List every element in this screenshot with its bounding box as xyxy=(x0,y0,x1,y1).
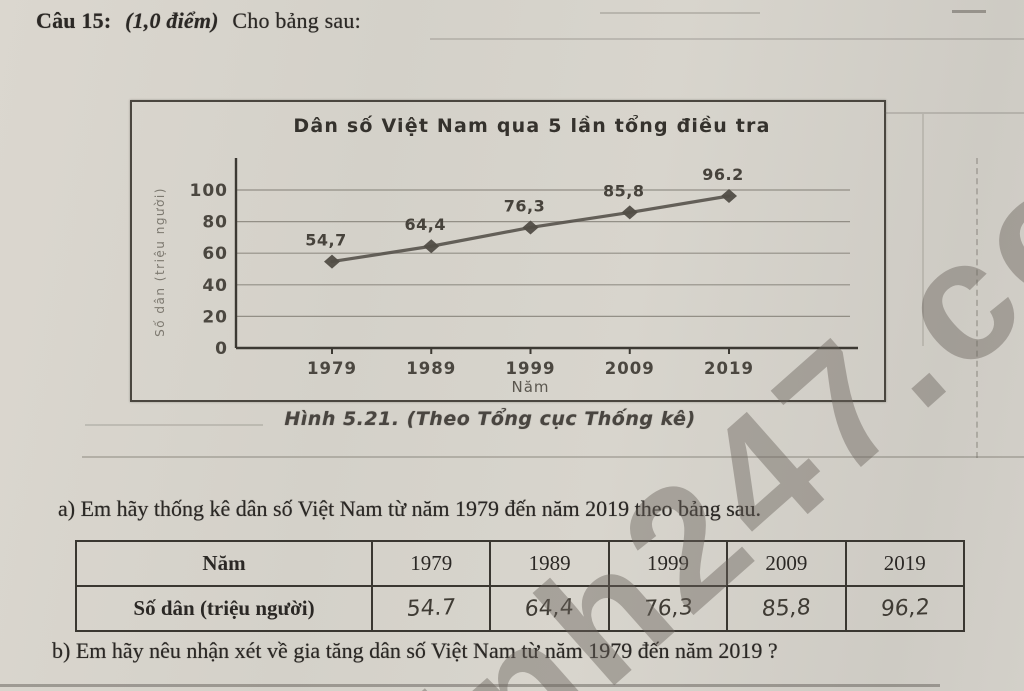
point-label: 64,4 xyxy=(405,215,446,234)
y-axis-label: Số dân (triệu người) xyxy=(153,187,167,337)
x-tick-label: 2009 xyxy=(605,359,655,378)
chart-point xyxy=(423,239,440,254)
x-tick-label: 1989 xyxy=(406,359,456,378)
y-tick-label: 0 xyxy=(215,339,228,359)
y-tick-label: 40 xyxy=(202,276,228,296)
x-tick-label: 1999 xyxy=(506,359,556,378)
table-row-label: Năm xyxy=(75,540,373,587)
y-tick-label: 80 xyxy=(202,213,228,233)
year-cell: 1989 xyxy=(489,540,610,587)
chart-point xyxy=(721,189,737,204)
bleed-line xyxy=(884,112,1024,114)
chart-point xyxy=(621,205,638,220)
handwritten-value-cell: 85,8 xyxy=(725,583,848,634)
year-cell: 2019 xyxy=(844,540,966,587)
table-row: Số dân (triệu người) 54.7 64,4 76,3 85,8 96,2 xyxy=(75,583,966,634)
x-tick-label: 2019 xyxy=(704,359,754,378)
handwritten-value-cell: 76,3 xyxy=(607,583,729,634)
table-row: Năm 1979 1989 1999 2009 2019 xyxy=(75,540,966,587)
y-tick-label: 100 xyxy=(190,181,229,201)
table-row-label: Số dân (triệu người) xyxy=(75,585,373,632)
year-cell: 1999 xyxy=(607,540,729,587)
handwritten-value-cell: 54.7 xyxy=(370,583,492,634)
part-a-text: a) Em hãy thống kê dân số Việt Nam từ nă… xyxy=(58,496,762,521)
handwritten-value-cell: 96,2 xyxy=(844,583,966,634)
bleed-line xyxy=(430,38,1024,40)
year-cell: 1979 xyxy=(370,540,492,587)
scan-shadow-line xyxy=(0,684,940,687)
population-line-chart: Dân số Việt Nam qua 5 lần tổng điều tra 0… xyxy=(153,114,858,396)
population-table: Năm 1979 1989 1999 2009 2019 Số dân (triệu ngư… xyxy=(75,540,966,634)
question-intro: Cho bảng sau: xyxy=(232,8,361,33)
point-label: 96.2 xyxy=(702,165,743,184)
x-axis-label: Năm xyxy=(511,378,549,396)
bleed-dashed-line xyxy=(976,158,978,458)
x-tick-label: 1979 xyxy=(307,359,357,378)
y-tick-label: 20 xyxy=(202,307,228,327)
bleed-line xyxy=(600,12,760,14)
year-cell: 2009 xyxy=(726,540,847,587)
handwritten-value-cell: 64,4 xyxy=(488,583,611,634)
question-header: Câu 15: (1,0 điểm) Cho bảng sau: xyxy=(36,8,361,34)
chart-point xyxy=(324,254,340,269)
chart-point xyxy=(522,220,539,235)
part-b-text: b) Em hãy nêu nhận xét về gia tăng dân s… xyxy=(52,638,778,663)
point-label: 54,7 xyxy=(305,231,346,250)
population-chart-figure: Dân số Việt Nam qua 5 lần tổng điều tra 0… xyxy=(130,100,886,402)
point-label: 85,8 xyxy=(603,181,644,200)
y-tick-label: 60 xyxy=(202,244,228,264)
question-number: Câu 15: xyxy=(36,8,112,33)
point-label: 76,3 xyxy=(504,196,545,215)
bleed-line xyxy=(922,114,924,346)
question-points: (1,0 điểm) xyxy=(125,8,219,33)
chart-title: Dân số Việt Nam qua 5 lần tổng điều tra xyxy=(293,114,770,137)
scan-mark xyxy=(952,10,986,13)
figure-caption: Hình 5.21. (Theo Tổng cục Thống kê) xyxy=(284,408,696,430)
bleed-line xyxy=(82,456,1024,458)
